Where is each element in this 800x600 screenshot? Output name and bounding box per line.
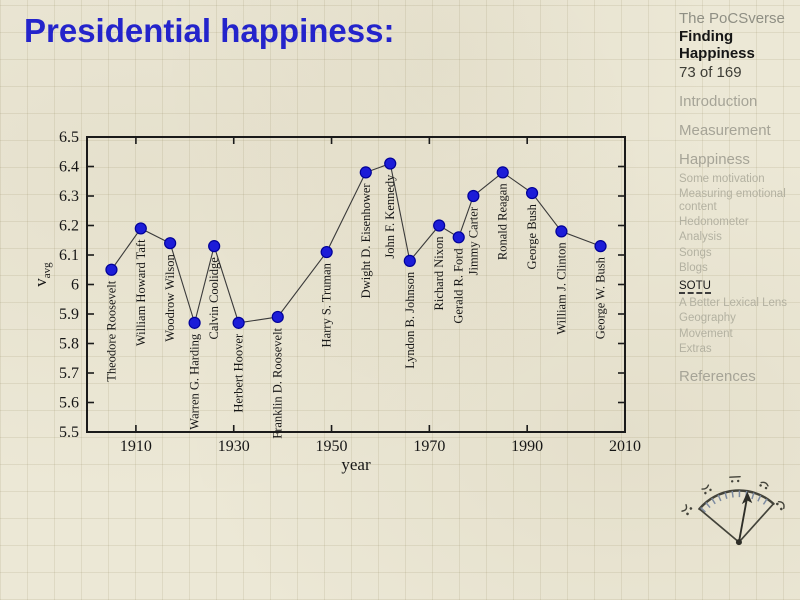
svg-text:vavg: vavg: [31, 262, 53, 287]
svg-text:1970: 1970: [413, 438, 445, 455]
sidebar: The PoCSverse Finding Happiness 73 of 16…: [679, 10, 797, 385]
page-indicator: 73 of 169: [679, 63, 742, 81]
svg-text:Woodrow Wilson: Woodrow Wilson: [163, 253, 177, 341]
sidebar-item-measurement[interactable]: Measurement: [679, 121, 771, 139]
sidebar-item-songs[interactable]: Songs: [679, 246, 712, 259]
gauge-needle: [735, 491, 753, 546]
svg-text:2010: 2010: [609, 438, 641, 455]
sidebar-item-some-motivation[interactable]: Some motivation: [679, 172, 765, 185]
svg-text:5.8: 5.8: [59, 336, 79, 353]
svg-text:1950: 1950: [316, 438, 348, 455]
sidebar-item-sotu-label[interactable]: SOTU: [679, 280, 711, 295]
hedonometer-gauge-icon: [681, 475, 785, 546]
page-title: Presidential happiness:: [24, 12, 395, 49]
gauge-pivot: [735, 539, 742, 546]
deck-title: Finding Happiness: [679, 28, 755, 62]
svg-text:George Bush: George Bush: [525, 203, 539, 269]
svg-text:Calvin Coolidge: Calvin Coolidge: [207, 257, 221, 340]
svg-text:Gerald R. Ford: Gerald R. Ford: [452, 248, 466, 324]
svg-text:1930: 1930: [218, 438, 250, 455]
sidebar-item-happiness[interactable]: Happiness: [679, 150, 750, 168]
svg-text:6.2: 6.2: [59, 218, 79, 235]
sidebar-item-geography[interactable]: Geography: [679, 312, 736, 325]
svg-text:Dwight D. Eisenhower: Dwight D. Eisenhower: [359, 183, 373, 299]
sidebar-item-movement[interactable]: Movement: [679, 327, 733, 340]
happiness-chart: 1910 1930 1950 1970 1990 2010 5.5 5.6 5.7 5.8 5.9 6…: [31, 129, 641, 474]
svg-text:6.1: 6.1: [59, 247, 79, 264]
svg-text:6: 6: [71, 277, 79, 294]
svg-text:Franklin D. Roosevelt: Franklin D. Roosevelt: [271, 327, 285, 438]
gauge-right-edge: [738, 502, 775, 543]
slightly-happy-face-icon: [759, 481, 769, 490]
svg-text:6.3: 6.3: [59, 188, 79, 205]
gauge-left-edge: [698, 508, 740, 543]
sidebar-item-blogs[interactable]: Blogs: [679, 261, 708, 274]
svg-text:Richard Nixon: Richard Nixon: [432, 236, 446, 311]
svg-text:William Howard Taft: William Howard Taft: [134, 239, 148, 346]
svg-text:6.5: 6.5: [59, 129, 79, 146]
neutral-face-icon: [729, 475, 741, 483]
sidebar-item-measuring-emotional-content[interactable]: Measuring emotional content: [679, 187, 786, 213]
sidebar-item-a-better-lexical-lens[interactable]: A Better Lexical Lens: [679, 296, 788, 309]
sidebar-item-references[interactable]: References: [679, 367, 756, 385]
svg-text:Herbert Hoover: Herbert Hoover: [232, 333, 246, 413]
sidebar-item-analysis[interactable]: Analysis: [679, 231, 722, 244]
svg-text:Harry S. Truman: Harry S. Truman: [320, 262, 334, 347]
svg-text:5.6: 5.6: [59, 395, 79, 412]
svg-text:1910: 1910: [120, 438, 152, 455]
svg-text:Theodore Roosevelt: Theodore Roosevelt: [104, 280, 118, 382]
svg-text:George W. Bush: George W. Bush: [594, 256, 608, 339]
sidebar-item-sotu[interactable]: SOTU: [679, 280, 797, 295]
svg-text:1990: 1990: [511, 438, 543, 455]
deck-series: The PoCSverse: [679, 10, 785, 27]
sidebar-item-extras[interactable]: Extras: [679, 342, 712, 355]
svg-text:John F. Kennedy: John F. Kennedy: [383, 174, 397, 259]
svg-text:5.7: 5.7: [59, 365, 79, 382]
sidebar-item-hedonometer[interactable]: Hedonometer: [679, 215, 749, 228]
svg-text:6.4: 6.4: [59, 159, 79, 176]
sidebar-item-introduction[interactable]: Introduction: [679, 92, 758, 110]
svg-text:5.5: 5.5: [59, 424, 79, 441]
svg-text:Lyndon B. Johnson: Lyndon B. Johnson: [403, 271, 417, 369]
slightly-sad-face-icon: [701, 484, 712, 495]
svg-text:Jimmy Carter: Jimmy Carter: [466, 206, 480, 275]
sad-face-icon: [681, 504, 693, 516]
happy-face-icon: [776, 501, 785, 511]
gauge-arc: [698, 489, 775, 511]
svg-text:year: year: [341, 455, 371, 474]
svg-text:Warren G. Harding: Warren G. Harding: [188, 333, 202, 430]
svg-text:5.9: 5.9: [59, 306, 79, 323]
svg-text:Ronald Reagan: Ronald Reagan: [496, 183, 510, 260]
svg-text:William J. Clinton: William J. Clinton: [554, 242, 568, 335]
